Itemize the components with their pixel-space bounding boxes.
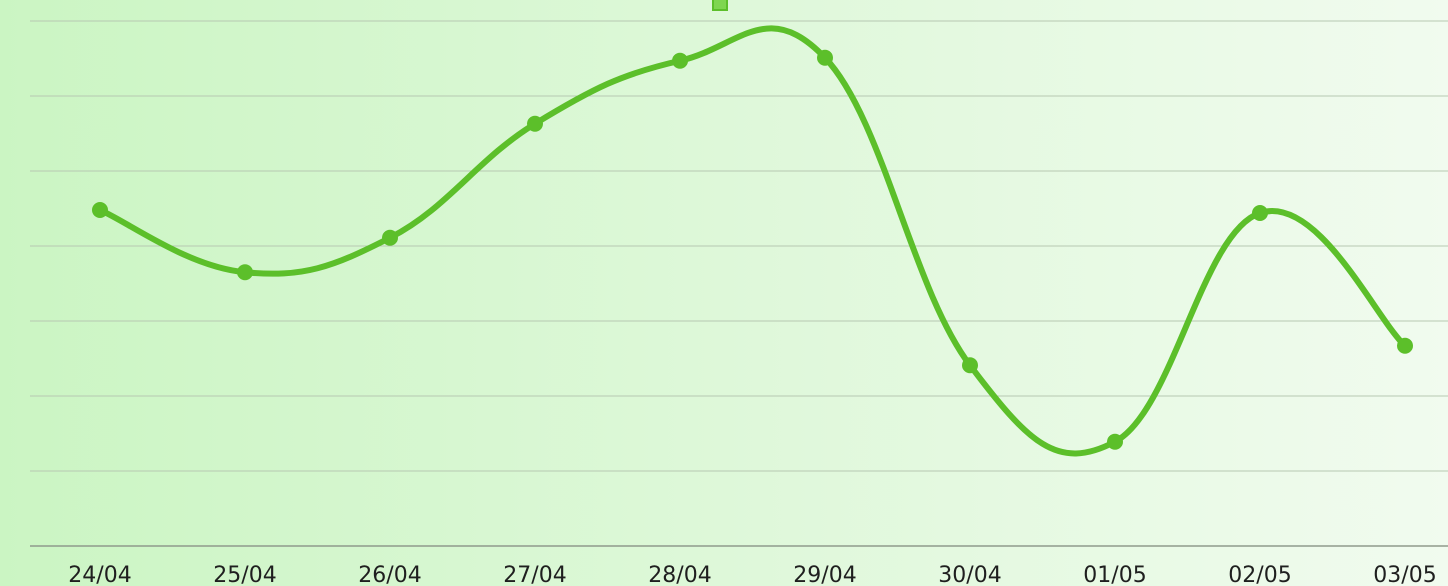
x-tick-label: 25/04 bbox=[213, 563, 276, 586]
x-tick-label: 26/04 bbox=[358, 563, 421, 586]
legend-swatch bbox=[712, 0, 728, 11]
x-tick-label: 02/05 bbox=[1228, 563, 1291, 586]
point bbox=[237, 264, 253, 281]
x-tick-label: 24/04 bbox=[68, 563, 131, 586]
x-tick-label: 28/04 bbox=[648, 563, 711, 586]
x-tick-label: 29/04 bbox=[793, 563, 856, 586]
point bbox=[817, 49, 833, 66]
x-tick-label: 30/04 bbox=[938, 563, 1001, 586]
point bbox=[1397, 337, 1413, 354]
point bbox=[1107, 433, 1123, 450]
point bbox=[382, 229, 398, 246]
point bbox=[962, 357, 978, 374]
x-tick-label: 27/04 bbox=[503, 563, 566, 586]
point bbox=[527, 115, 543, 132]
point bbox=[92, 202, 108, 218]
point bbox=[1252, 205, 1268, 221]
x-tick-label: 01/05 bbox=[1083, 563, 1146, 586]
point bbox=[672, 52, 688, 69]
x-tick-label: 03/05 bbox=[1373, 563, 1436, 586]
